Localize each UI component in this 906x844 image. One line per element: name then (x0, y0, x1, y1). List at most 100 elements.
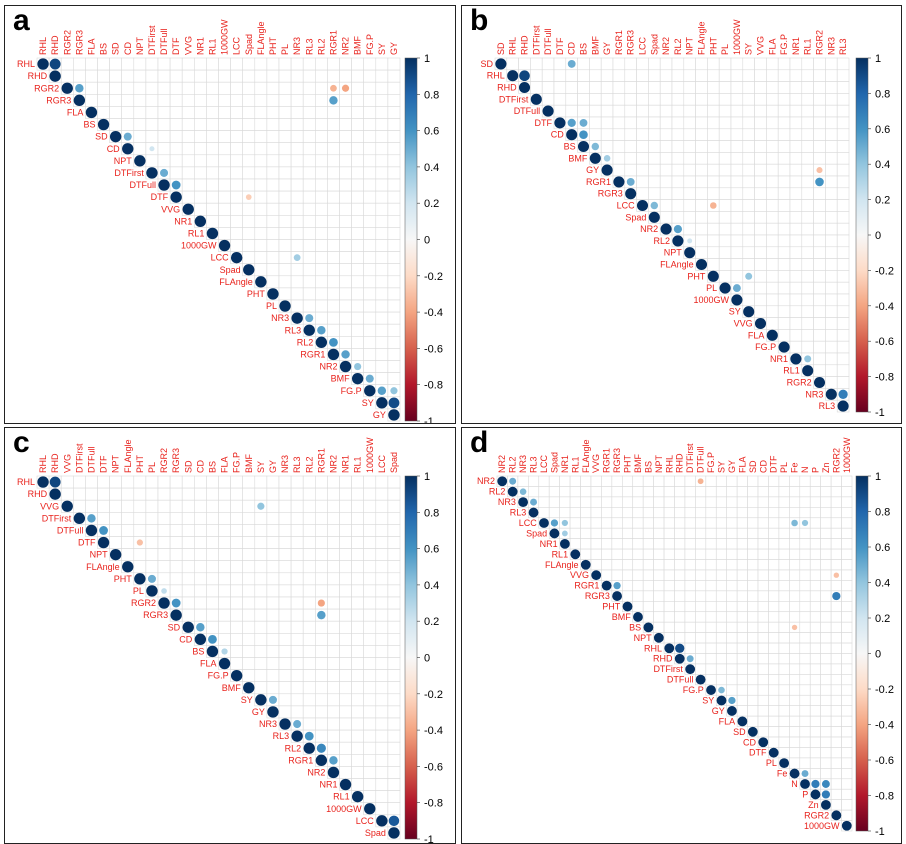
colorbar-tick-label: 0 (875, 649, 881, 661)
column-label: NR2 (661, 37, 671, 55)
grid-cell (387, 693, 401, 707)
colorbar-tick-label: 0.6 (875, 124, 890, 136)
grid-cell (157, 475, 171, 489)
correlation-circle (519, 70, 530, 82)
row-label: NR3 (805, 389, 823, 399)
grid-cell (820, 600, 832, 613)
grid-cell (621, 538, 634, 550)
grid-cell (218, 166, 231, 180)
grid-cell (278, 645, 292, 658)
grid-cell (339, 717, 352, 731)
row-label: CD (551, 130, 564, 140)
grid-cell (707, 69, 720, 82)
grid-cell (747, 694, 759, 707)
grid-cell (825, 163, 838, 177)
grid-cell (302, 475, 316, 489)
grid-cell (715, 642, 728, 654)
grid-cell (801, 152, 814, 165)
grid-cell (577, 69, 590, 82)
column-label: DTF (171, 37, 181, 55)
grid-cell (254, 657, 268, 670)
grid-cell (351, 335, 365, 349)
diagonal-circle (158, 597, 170, 609)
grid-cell (778, 611, 790, 623)
grid-cell (766, 199, 779, 212)
grid-cell (339, 753, 352, 767)
grid-cell (375, 633, 389, 646)
grid-cell (351, 106, 365, 119)
grid-cell (707, 234, 720, 248)
grid-cell (290, 681, 304, 695)
column-label: PL (147, 462, 157, 473)
grid-cell (314, 512, 328, 525)
grid-cell (278, 94, 292, 107)
grid-cell (290, 584, 304, 598)
grid-cell (254, 475, 268, 489)
grid-cell (218, 202, 231, 216)
grid-cell (825, 128, 838, 141)
grid-cell (789, 684, 801, 696)
grid-cell (109, 81, 122, 95)
grid-cell (841, 475, 853, 487)
column-label: BS (579, 43, 589, 55)
grid-cell (799, 486, 811, 498)
grid-cell (60, 475, 74, 489)
grid-cell (736, 611, 748, 623)
grid-cell (830, 799, 842, 811)
grid-cell (530, 57, 543, 71)
grid-cell (757, 507, 769, 519)
grid-cell (663, 507, 675, 519)
grid-cell (632, 507, 644, 519)
grid-cell (314, 584, 328, 598)
grid-cell (830, 611, 842, 623)
grid-cell (109, 512, 122, 525)
column-label: FLAngle (123, 439, 133, 473)
grid-cell (736, 517, 748, 529)
grid-cell (659, 163, 673, 177)
grid-cell (387, 202, 401, 216)
grid-cell (768, 600, 780, 613)
colorbar-tick-label: -0.8 (875, 791, 894, 803)
grid-cell (768, 611, 780, 623)
grid-cell (553, 81, 567, 94)
grid-cell (648, 128, 661, 141)
diagonal-circle (37, 58, 49, 70)
column-label: FG.P (706, 452, 716, 473)
grid-cell (841, 486, 853, 498)
grid-cell (109, 106, 122, 119)
correlation-circle (49, 58, 61, 70)
grid-cell (339, 263, 352, 277)
grid-cell (695, 642, 707, 654)
grid-cell (302, 584, 316, 598)
grid-cell (768, 538, 780, 550)
grid-cell (820, 569, 832, 581)
grid-cell (206, 154, 219, 168)
grid-cell (363, 560, 377, 574)
row-label: Fe (777, 769, 788, 779)
grid-cell (809, 757, 821, 769)
column-label: CD (195, 460, 205, 473)
diagonal-circle (495, 58, 507, 70)
grid-cell (278, 227, 292, 240)
grid-cell (683, 140, 696, 153)
grid-cell (825, 222, 838, 236)
grid-cell (642, 590, 654, 602)
grid-cell (726, 569, 738, 581)
row-label: NPT (664, 248, 683, 258)
grid-cell (133, 69, 147, 83)
grid-cell (60, 69, 74, 83)
grid-cell (707, 140, 720, 153)
grid-cell (254, 524, 268, 537)
grid-cell (206, 81, 219, 95)
grid-cell (363, 608, 377, 622)
grid-cell (169, 57, 183, 71)
diagonal-circle (279, 718, 291, 730)
grid-cell (684, 580, 696, 592)
grid-cell (820, 527, 832, 539)
grid-cell (351, 753, 365, 767)
grid-cell (754, 258, 767, 271)
grid-cell (327, 536, 340, 549)
grid-cell (254, 596, 268, 610)
grid-cell (278, 69, 292, 83)
grid-cell (218, 572, 231, 586)
